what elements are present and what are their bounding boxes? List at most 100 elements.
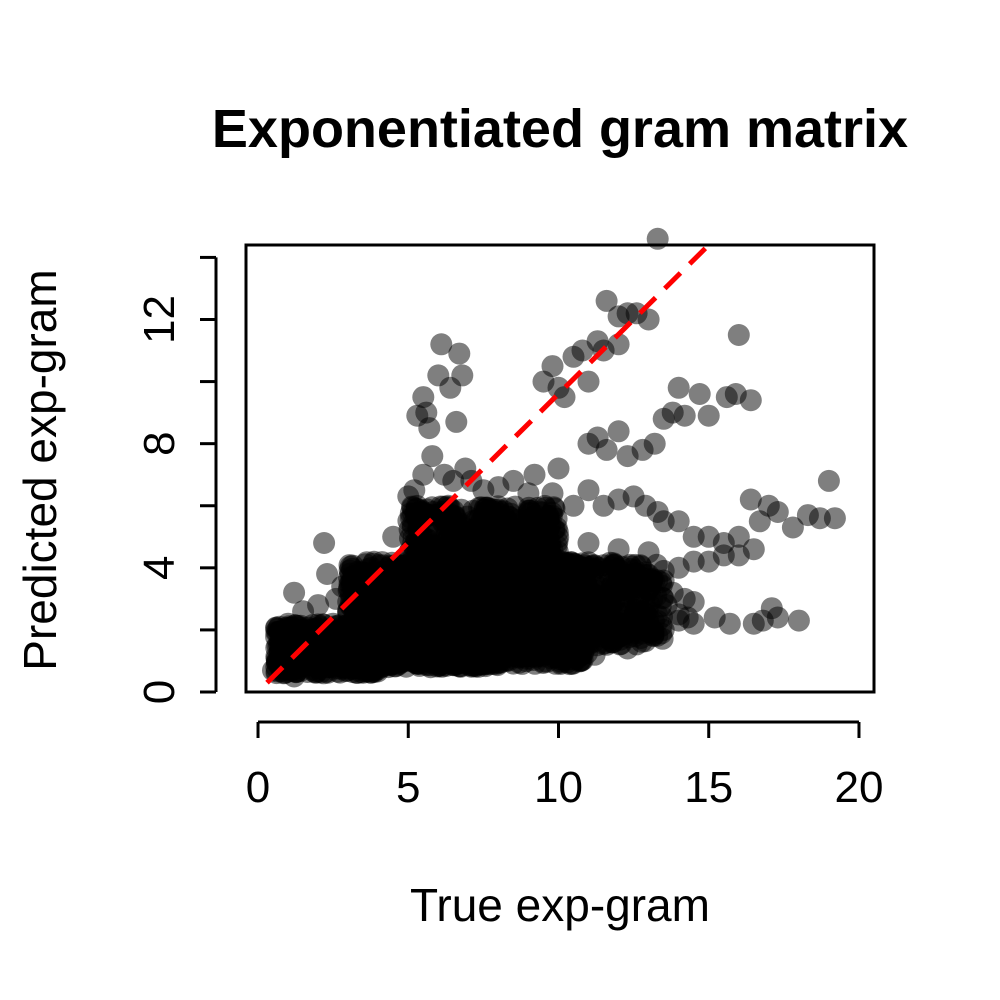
- data-point: [643, 432, 666, 455]
- data-point: [454, 532, 477, 555]
- data-point: [766, 501, 789, 523]
- data-point: [277, 612, 300, 635]
- y-tick-label: 8: [135, 431, 184, 455]
- data-point: [499, 588, 522, 611]
- data-point: [463, 621, 485, 644]
- data-point: [637, 308, 660, 331]
- chart-title: Exponentiated gram matrix: [212, 99, 908, 159]
- data-point: [341, 618, 364, 641]
- data-point: [570, 575, 593, 598]
- data-point: [531, 517, 554, 540]
- data-point: [517, 482, 540, 505]
- data-point: [469, 513, 492, 536]
- data-point: [322, 612, 345, 635]
- points-layer: [262, 227, 846, 688]
- data-point: [362, 612, 385, 635]
- data-point: [283, 581, 306, 604]
- data-point: [688, 383, 711, 405]
- data-point: [382, 525, 405, 548]
- data-point: [553, 386, 576, 409]
- data-point: [727, 525, 750, 548]
- x-tick-label: 15: [684, 763, 733, 812]
- data-point: [310, 631, 333, 654]
- x-axis: 0 5 10 15 20: [246, 720, 883, 812]
- data-point: [655, 594, 678, 617]
- data-point: [595, 438, 618, 461]
- data-point: [316, 563, 339, 585]
- data-point: [532, 553, 555, 576]
- x-tick-label: 20: [834, 763, 883, 812]
- data-point: [577, 370, 600, 393]
- data-point: [430, 333, 453, 356]
- x-tick-label: 0: [246, 763, 270, 812]
- data-point: [313, 532, 336, 554]
- data-point: [541, 482, 564, 505]
- data-point: [787, 609, 810, 632]
- data-point: [451, 364, 474, 387]
- data-point: [518, 499, 541, 522]
- data-point: [446, 647, 469, 670]
- data-point: [637, 541, 660, 564]
- data-point: [581, 555, 604, 578]
- data-point: [610, 566, 633, 589]
- data-point: [381, 551, 403, 574]
- x-tick-label: 10: [534, 763, 583, 812]
- data-point: [697, 404, 720, 427]
- data-point: [817, 469, 840, 492]
- data-point: [739, 488, 762, 511]
- x-axis-label: True exp-gram: [410, 879, 710, 931]
- data-point: [739, 389, 762, 412]
- data-point: [375, 642, 398, 665]
- data-point: [421, 445, 444, 468]
- data-point: [595, 289, 618, 312]
- data-point: [607, 538, 630, 561]
- data-point: [742, 538, 765, 561]
- data-point: [607, 333, 630, 356]
- data-point: [564, 553, 587, 576]
- data-point: [616, 637, 639, 660]
- data-point: [418, 417, 441, 440]
- data-point: [766, 606, 789, 629]
- y-tick-label: 4: [135, 556, 184, 580]
- data-point: [445, 616, 468, 639]
- data-point: [499, 612, 521, 635]
- data-point: [667, 376, 690, 399]
- data-point: [412, 463, 435, 486]
- data-point: [502, 469, 525, 492]
- data-point: [498, 506, 521, 529]
- data-point: [444, 507, 467, 530]
- data-point: [607, 420, 630, 443]
- data-point: [540, 588, 563, 611]
- data-point: [562, 640, 585, 663]
- data-point: [460, 562, 483, 584]
- data-point: [383, 616, 406, 638]
- y-axis: 0 4 8 12: [135, 255, 218, 704]
- data-point: [823, 507, 846, 530]
- data-point: [417, 578, 440, 601]
- data-point: [547, 457, 570, 480]
- data-point: [500, 525, 523, 548]
- data-point: [524, 632, 547, 654]
- data-point: [518, 585, 541, 607]
- data-point: [445, 588, 468, 610]
- y-axis-label: Predicted exp-gram: [14, 269, 66, 670]
- data-point: [416, 554, 439, 577]
- data-point: [562, 494, 585, 517]
- data-point: [727, 324, 750, 346]
- data-point: [425, 610, 448, 633]
- data-point: [541, 355, 564, 378]
- y-tick-label: 12: [135, 295, 184, 344]
- data-point: [478, 538, 501, 561]
- data-point: [523, 463, 546, 486]
- data-point: [673, 404, 696, 427]
- data-point: [577, 532, 600, 554]
- plot-frame: [244, 243, 876, 694]
- data-point: [667, 510, 690, 533]
- data-point: [292, 600, 315, 623]
- data-point: [682, 612, 705, 635]
- data-point: [500, 562, 523, 585]
- data-point: [781, 516, 804, 539]
- data-point: [325, 587, 348, 610]
- data-point: [477, 645, 500, 668]
